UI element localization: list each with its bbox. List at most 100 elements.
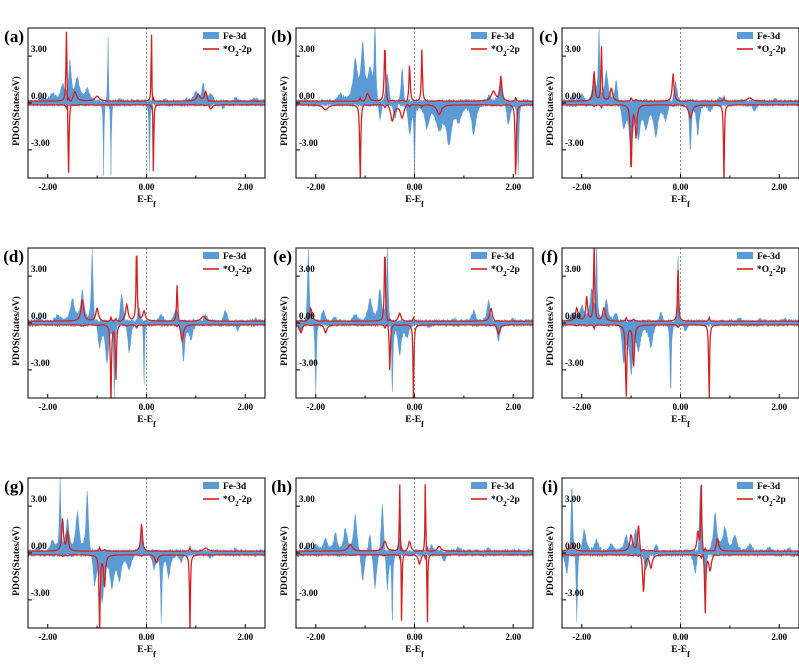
y-tick-label: -3.00	[31, 138, 50, 148]
x-tick-label: -2.00	[38, 402, 57, 412]
legend-fe-label: Fe-3d	[757, 32, 781, 42]
legend-fe-label: Fe-3d	[757, 252, 781, 262]
y-tick-label: 0.00	[565, 541, 581, 551]
y-axis-title: PDOS(States/eV)	[11, 526, 22, 596]
fe-3d-dos-area	[296, 504, 533, 621]
legend-o2-label: *O2-2p	[491, 495, 520, 508]
legend-fe-label: Fe-3d	[757, 482, 781, 492]
y-axis-title: PDOS(States/eV)	[279, 526, 290, 596]
legend: Fe-3d *O2-2p	[203, 32, 252, 58]
panel-h: -2.00 0.00 2.00 -3.00 0.00 3.00 (h) PDOS(States…	[271, 477, 534, 659]
x-axis-title: E-Ef	[405, 645, 424, 659]
y-tick-label: 3.00	[31, 44, 47, 54]
x-tick-label: 0.00	[673, 182, 689, 192]
x-axis-title: E-Ef	[405, 195, 424, 209]
fe-3d-dos-area	[28, 37, 265, 176]
o2-2p-dos-line-up	[28, 255, 265, 322]
y-axis-title: PDOS(States/eV)	[545, 296, 556, 366]
y-tick-label: -3.00	[31, 358, 50, 368]
legend-fe-label: Fe-3d	[223, 32, 247, 42]
legend-o2-label: *O2-2p	[491, 45, 520, 58]
legend-fe-label: Fe-3d	[223, 482, 247, 492]
legend: Fe-3d *O2-2p	[737, 482, 786, 508]
y-tick-label: -3.00	[299, 588, 318, 598]
x-tick-label: 0.00	[139, 402, 155, 412]
legend-fe-swatch	[737, 482, 753, 489]
legend-fe-swatch	[471, 252, 487, 259]
y-tick-label: -3.00	[565, 358, 584, 368]
y-tick-label: 3.00	[31, 494, 47, 504]
x-tick-label: 2.00	[771, 402, 787, 412]
legend-fe-swatch	[471, 32, 487, 39]
panel-a: -2.00 0.00 2.00 -3.00 0.00 3.00 (a) PDOS(States…	[4, 27, 266, 209]
x-tick-label: 0.00	[673, 402, 689, 412]
x-tick-label: 0.00	[139, 182, 155, 192]
x-tick-label: -2.00	[572, 402, 591, 412]
y-tick-label: -3.00	[565, 588, 584, 598]
x-tick-label: -2.00	[38, 632, 57, 642]
x-tick-label: -2.00	[306, 402, 325, 412]
legend-fe-label: Fe-3d	[223, 252, 247, 262]
legend-fe-swatch	[203, 252, 219, 259]
legend-fe-swatch	[737, 252, 753, 259]
y-axis-title: PDOS(States/eV)	[545, 76, 556, 146]
panel-label: (i)	[542, 477, 558, 496]
panel-label: (g)	[4, 477, 24, 496]
panel-label: (f)	[541, 247, 558, 266]
x-tick-label: 0.00	[407, 632, 423, 642]
x-tick-label: 2.00	[237, 632, 253, 642]
legend: Fe-3d *O2-2p	[203, 252, 252, 278]
fe-3d-dos-area	[562, 29, 799, 156]
legend: Fe-3d *O2-2p	[471, 482, 520, 508]
x-axis-title: E-Ef	[137, 645, 156, 659]
legend-o2-label: *O2-2p	[757, 495, 786, 508]
y-tick-label: 0.00	[299, 311, 315, 321]
y-tick-label: 0.00	[31, 91, 47, 101]
y-tick-label: -3.00	[565, 138, 584, 148]
x-tick-label: -2.00	[306, 632, 325, 642]
o2-2p-dos-line-down	[296, 554, 533, 623]
legend-fe-label: Fe-3d	[491, 482, 515, 492]
x-tick-label: 0.00	[139, 632, 155, 642]
x-tick-label: 2.00	[505, 182, 521, 192]
x-axis-title: E-Ef	[671, 645, 690, 659]
x-tick-label: 2.00	[505, 632, 521, 642]
x-tick-label: 2.00	[237, 402, 253, 412]
legend-fe-label: Fe-3d	[491, 32, 515, 42]
legend-o2-label: *O2-2p	[491, 265, 520, 278]
legend-o2-label: *O2-2p	[223, 495, 252, 508]
x-axis-title: E-Ef	[405, 415, 424, 429]
y-tick-label: 0.00	[565, 311, 581, 321]
panel-label: (b)	[271, 27, 292, 46]
y-tick-label: 0.00	[299, 541, 315, 551]
x-tick-label: -2.00	[306, 182, 325, 192]
panel-g: -2.00 0.00 2.00 -3.00 0.00 3.00 (g) PDOS(States…	[4, 477, 266, 659]
y-tick-label: 0.00	[31, 541, 47, 551]
legend-fe-label: Fe-3d	[491, 252, 515, 262]
x-tick-label: 2.00	[771, 632, 787, 642]
y-tick-label: 3.00	[565, 264, 581, 274]
x-axis-title: E-Ef	[671, 195, 690, 209]
x-tick-label: -2.00	[38, 182, 57, 192]
y-tick-label: 3.00	[299, 264, 315, 274]
panel-e: -2.00 0.00 2.00 -3.00 0.00 3.00 (e) PDOS(States…	[273, 247, 534, 429]
y-axis-title: PDOS(States/eV)	[279, 76, 290, 146]
y-axis-title: PDOS(States/eV)	[11, 76, 22, 146]
x-axis-title: E-Ef	[137, 195, 156, 209]
x-tick-label: 2.00	[505, 402, 521, 412]
legend-fe-swatch	[203, 482, 219, 489]
legend-o2-label: *O2-2p	[757, 265, 786, 278]
panel-label: (e)	[273, 247, 292, 266]
panel-c: -2.00 0.00 2.00 -3.00 0.00 3.00 (c) PDOS(States…	[539, 27, 799, 209]
legend-o2-label: *O2-2p	[757, 45, 786, 58]
x-axis-title: E-Ef	[671, 415, 690, 429]
panel-i: -2.00 0.00 2.00 -3.00 0.00 3.00 (i) PDOS(States…	[542, 477, 799, 659]
o2-2p-dos-line-down	[28, 104, 265, 173]
y-tick-label: 3.00	[31, 264, 47, 274]
panel-label: (d)	[3, 247, 24, 266]
panel-f: -2.00 0.00 2.00 -3.00 0.00 3.00 (f) PDOS(States…	[541, 247, 799, 429]
panel-d: -2.00 0.00 2.00 -3.00 0.00 3.00 (d) PDOS(States…	[3, 247, 266, 429]
panel-label: (h)	[271, 477, 292, 496]
y-tick-label: 3.00	[299, 494, 315, 504]
